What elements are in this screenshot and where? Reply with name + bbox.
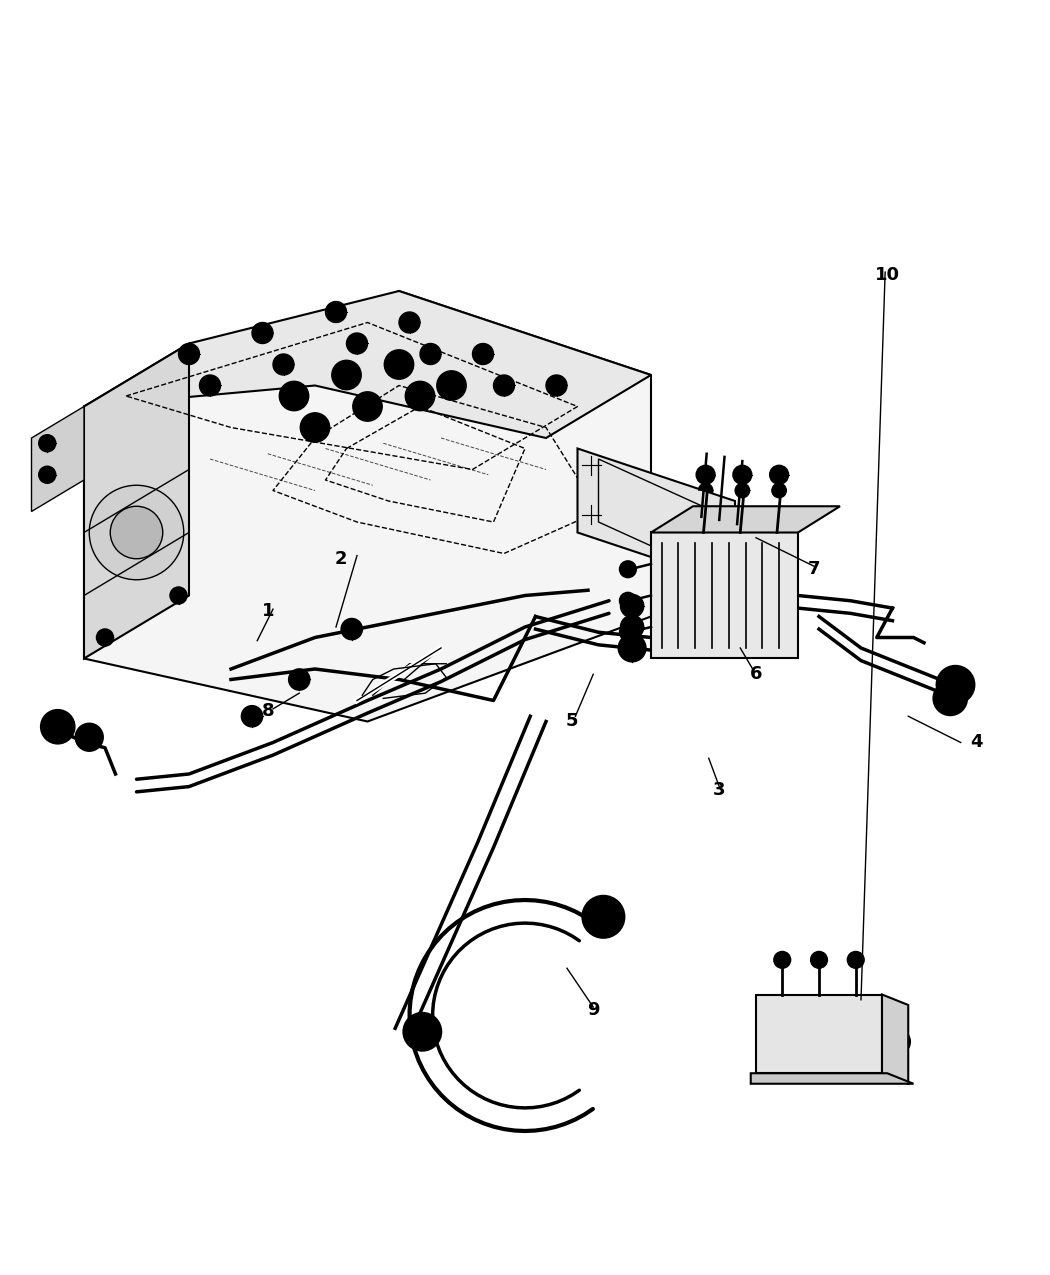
Text: 9: 9: [587, 1001, 600, 1019]
Circle shape: [76, 724, 103, 751]
Circle shape: [110, 506, 163, 558]
Circle shape: [39, 435, 56, 451]
Polygon shape: [84, 291, 651, 439]
Circle shape: [582, 505, 601, 524]
Bar: [651, 533, 798, 658]
Circle shape: [620, 593, 636, 609]
Text: 8: 8: [261, 703, 274, 720]
Circle shape: [620, 623, 636, 640]
Circle shape: [326, 301, 346, 323]
Bar: [756, 994, 882, 1074]
Circle shape: [735, 483, 750, 497]
Circle shape: [83, 731, 96, 743]
Circle shape: [772, 483, 786, 497]
Circle shape: [332, 361, 361, 390]
Polygon shape: [84, 343, 189, 658]
Circle shape: [710, 505, 729, 524]
Text: 10: 10: [875, 266, 900, 284]
Circle shape: [300, 413, 330, 442]
Circle shape: [937, 666, 974, 704]
Circle shape: [242, 706, 262, 727]
Circle shape: [621, 616, 644, 639]
Circle shape: [933, 682, 967, 715]
Polygon shape: [882, 994, 908, 1084]
Circle shape: [696, 465, 715, 484]
Circle shape: [50, 719, 65, 734]
Circle shape: [403, 1012, 441, 1051]
Circle shape: [698, 483, 713, 497]
Circle shape: [200, 375, 220, 397]
Circle shape: [39, 467, 56, 483]
Text: 2: 2: [335, 550, 348, 567]
Circle shape: [885, 1029, 910, 1054]
Circle shape: [437, 371, 466, 400]
Circle shape: [178, 343, 200, 365]
Circle shape: [405, 381, 435, 411]
Circle shape: [943, 691, 958, 706]
Circle shape: [399, 312, 420, 333]
Text: 6: 6: [750, 666, 762, 683]
Circle shape: [811, 951, 827, 968]
Circle shape: [546, 375, 567, 397]
Circle shape: [279, 381, 309, 411]
Text: 1: 1: [261, 602, 274, 620]
Circle shape: [621, 594, 644, 617]
Circle shape: [414, 1024, 430, 1040]
Polygon shape: [84, 291, 651, 722]
Circle shape: [947, 676, 964, 694]
Polygon shape: [32, 407, 84, 511]
Circle shape: [774, 951, 791, 968]
Circle shape: [770, 465, 789, 484]
Circle shape: [620, 561, 636, 578]
Text: 7: 7: [807, 560, 820, 579]
Polygon shape: [651, 506, 840, 533]
Text: 4: 4: [970, 733, 983, 751]
Circle shape: [582, 456, 601, 474]
Circle shape: [353, 391, 382, 421]
Text: 3: 3: [713, 780, 726, 798]
Circle shape: [494, 375, 514, 397]
Circle shape: [733, 465, 752, 484]
Circle shape: [341, 618, 362, 640]
Circle shape: [41, 710, 75, 743]
Circle shape: [273, 354, 294, 375]
Circle shape: [50, 719, 65, 734]
Circle shape: [170, 586, 187, 604]
Circle shape: [252, 323, 273, 343]
Circle shape: [618, 635, 646, 662]
Circle shape: [346, 333, 367, 354]
Polygon shape: [751, 1074, 914, 1084]
Polygon shape: [578, 449, 735, 585]
Circle shape: [594, 908, 613, 926]
Text: 5: 5: [566, 713, 579, 731]
Circle shape: [472, 343, 493, 365]
Circle shape: [420, 343, 441, 365]
Circle shape: [97, 629, 113, 646]
Circle shape: [891, 1035, 904, 1048]
Circle shape: [289, 669, 310, 690]
Circle shape: [710, 557, 729, 575]
Circle shape: [847, 951, 864, 968]
Circle shape: [384, 349, 414, 379]
Circle shape: [583, 896, 625, 938]
Circle shape: [89, 486, 184, 580]
